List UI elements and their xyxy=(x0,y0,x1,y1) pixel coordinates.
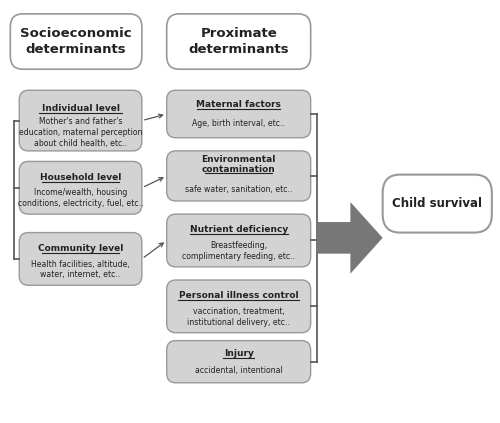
FancyBboxPatch shape xyxy=(166,341,310,383)
Polygon shape xyxy=(316,202,382,274)
FancyBboxPatch shape xyxy=(166,90,310,138)
Text: Health facilities, altitude,
water, internet, etc..: Health facilities, altitude, water, inte… xyxy=(31,260,130,279)
FancyBboxPatch shape xyxy=(19,90,142,151)
FancyBboxPatch shape xyxy=(19,233,142,285)
Text: Breastfeeding,
complimentary feeding, etc..: Breastfeeding, complimentary feeding, et… xyxy=(182,241,295,261)
Text: Proximate
determinants: Proximate determinants xyxy=(188,27,289,56)
Text: Injury: Injury xyxy=(224,349,254,358)
FancyBboxPatch shape xyxy=(10,14,142,69)
Text: Community level: Community level xyxy=(38,244,123,253)
Text: safe water, sanitation, etc..: safe water, sanitation, etc.. xyxy=(185,185,292,194)
Text: Household level: Household level xyxy=(40,173,121,182)
FancyBboxPatch shape xyxy=(166,14,310,69)
Text: Mother's and father's
education, maternal perception
about child health, etc..: Mother's and father's education, materna… xyxy=(19,118,142,148)
Text: Socioeconomic
determinants: Socioeconomic determinants xyxy=(20,27,132,56)
Text: vaccination, treatment,
institutional delivery, etc..: vaccination, treatment, institutional de… xyxy=(187,307,290,327)
FancyBboxPatch shape xyxy=(166,214,310,267)
Text: Age, birth interval, etc..: Age, birth interval, etc.. xyxy=(192,119,285,128)
Text: Income/wealth, housing
conditions, electricity, fuel, etc..: Income/wealth, housing conditions, elect… xyxy=(18,189,144,208)
Text: Environmental
contamination: Environmental contamination xyxy=(202,155,276,174)
FancyBboxPatch shape xyxy=(166,151,310,201)
Text: Nutrient deficiency: Nutrient deficiency xyxy=(190,225,288,234)
Text: accidental, intentional: accidental, intentional xyxy=(195,365,282,375)
Text: Maternal factors: Maternal factors xyxy=(196,100,281,109)
Text: Individual level: Individual level xyxy=(42,104,119,113)
FancyBboxPatch shape xyxy=(19,162,142,214)
FancyBboxPatch shape xyxy=(166,280,310,333)
Text: Child survival: Child survival xyxy=(392,197,482,210)
FancyBboxPatch shape xyxy=(382,175,492,233)
Text: Personal illness control: Personal illness control xyxy=(179,291,298,300)
